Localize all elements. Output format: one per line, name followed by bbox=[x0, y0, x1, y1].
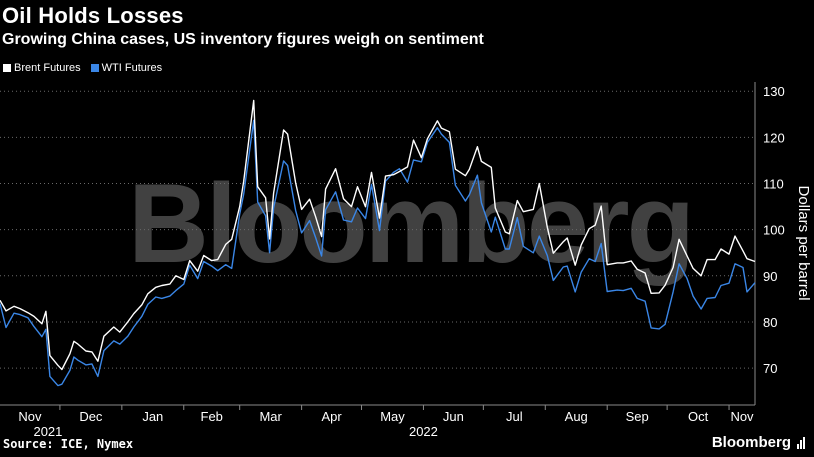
legend-item-wti: WTI Futures bbox=[90, 62, 163, 74]
chart-subtitle: Growing China cases, US inventory figure… bbox=[2, 31, 484, 48]
chart-title: Oil Holds Losses bbox=[2, 3, 184, 28]
x-year-label: 2021 bbox=[33, 424, 62, 439]
bar-chart-icon bbox=[797, 436, 807, 449]
y-tick-label: 80 bbox=[763, 315, 777, 330]
brent-futures-line bbox=[0, 99, 756, 371]
legend-item-brent: Brent Futures bbox=[3, 62, 81, 74]
y-axis-label: Dollars per barrel bbox=[795, 185, 812, 300]
x-tick-label: Nov bbox=[18, 409, 42, 424]
x-tick-label: Feb bbox=[201, 409, 223, 424]
legend-swatch-wti bbox=[90, 64, 99, 72]
x-tick-label: Sep bbox=[626, 409, 649, 424]
x-tick-label: Nov bbox=[730, 409, 754, 424]
wti-futures-line bbox=[0, 119, 756, 387]
bloomberg-brand: Bloomberg bbox=[712, 434, 807, 451]
bloomberg-watermark: Bloomberg bbox=[128, 161, 692, 286]
x-tick-label: Dec bbox=[79, 409, 103, 424]
brand-label: Bloomberg bbox=[711, 434, 791, 451]
y-tick-label: 70 bbox=[763, 361, 777, 376]
source-note: Source: ICE, Nymex bbox=[3, 437, 134, 451]
x-tick-label: May bbox=[380, 409, 405, 424]
legend-label-brent: Brent Futures bbox=[14, 62, 81, 74]
x-tick-label: Apr bbox=[321, 409, 342, 424]
y-tick-label: 90 bbox=[763, 269, 777, 284]
y-tick-label: 100 bbox=[763, 223, 785, 238]
x-tick-label: Oct bbox=[688, 409, 709, 424]
y-tick-label: 110 bbox=[763, 177, 784, 192]
y-tick-label: 130 bbox=[763, 84, 785, 99]
legend: Brent Futures WTI Futures bbox=[3, 62, 162, 74]
legend-label-wti: WTI Futures bbox=[101, 62, 163, 74]
legend-swatch-brent bbox=[3, 64, 11, 72]
x-tick-label: Jan bbox=[142, 409, 163, 424]
x-tick-label: Aug bbox=[565, 409, 588, 424]
x-tick-label: Jun bbox=[443, 409, 464, 424]
x-year-label: 2022 bbox=[409, 424, 438, 439]
x-tick-label: Jul bbox=[506, 409, 523, 424]
x-tick-label: Mar bbox=[259, 409, 282, 424]
y-tick-label: 120 bbox=[763, 130, 785, 145]
